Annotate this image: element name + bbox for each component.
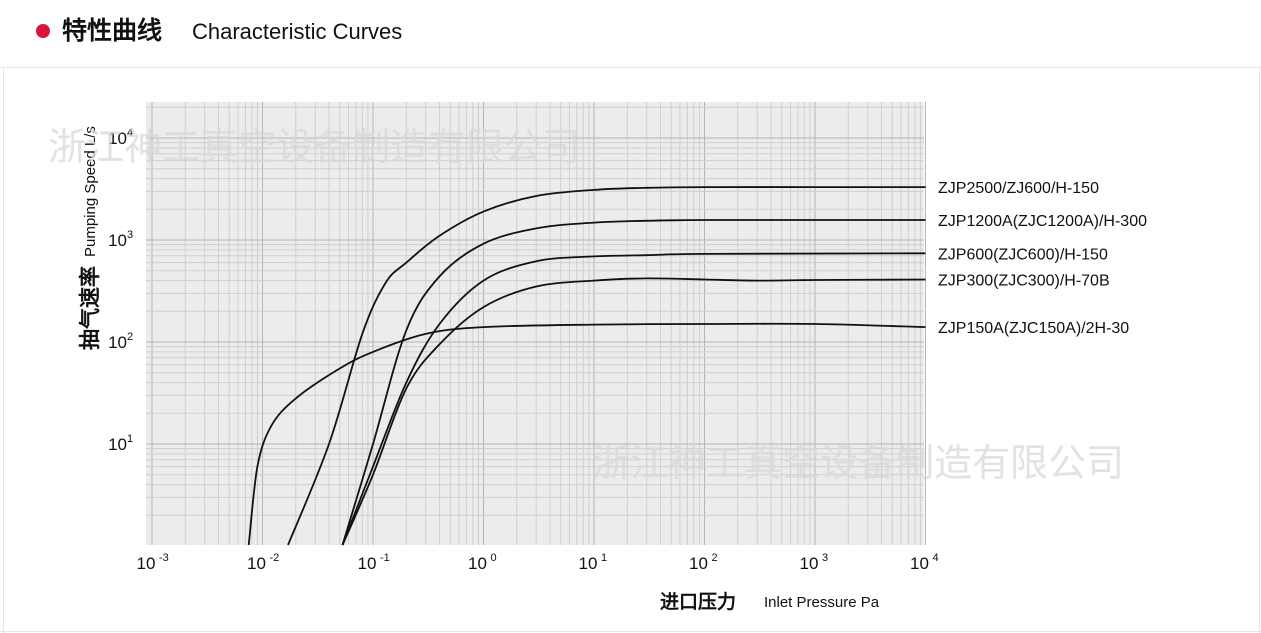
x-tick-label-0: 10: [137, 554, 156, 573]
series-line-5: [247, 322, 926, 546]
frame-right-border: [1259, 68, 1260, 633]
series-line-3: [341, 252, 926, 546]
y-tick-exponent-2: 3: [127, 229, 133, 241]
frame-bottom-border: [0, 631, 1261, 632]
x-tick-label-7: 10: [910, 554, 929, 573]
series-label-2: ZJP1200A(ZJC1200A)/H-300: [938, 213, 1147, 230]
section-title-cn: 特性曲线: [62, 16, 163, 45]
y-tick-exponent-0: 1: [127, 433, 133, 445]
x-tick-label-1: 10: [247, 554, 266, 573]
x-tick-exponent-7: 4: [933, 552, 939, 564]
x-tick-label-5: 10: [689, 554, 708, 573]
curves-group: [247, 186, 926, 546]
x-tick-label-3: 10: [468, 554, 487, 573]
y-axis-label-en: Pumping Speed L/s: [82, 126, 99, 257]
section-title-en: Characteristic Curves: [192, 19, 403, 44]
bullet-dot-icon: [36, 24, 50, 38]
x-tick-label-2: 10: [358, 554, 377, 573]
y-tick-label-2: 10: [108, 231, 127, 250]
series-labels: ZJP2500/ZJ600/H-150 ZJP1200A(ZJC1200A)/H-…: [938, 180, 1147, 337]
series-label-1: ZJP2500/ZJ600/H-150: [938, 180, 1099, 197]
series-label-4: ZJP300(ZJC300)/H-70B: [938, 273, 1110, 290]
x-tick-exponent-3: 0: [491, 552, 497, 564]
x-tick-label-4: 10: [579, 554, 598, 573]
y-tick-exponent-3: 4: [127, 127, 133, 139]
x-tick-exponent-5: 2: [712, 552, 718, 564]
y-axis-label-cn: 抽气速率: [78, 266, 102, 350]
series-label-3: ZJP600(ZJC600)/H-150: [938, 246, 1108, 263]
frame-left-border: [3, 68, 4, 633]
series-line-2: [341, 219, 926, 546]
series-label-5: ZJP150A(ZJC150A)/2H-30: [938, 320, 1129, 337]
section-header: 特性曲线 Characteristic Curves: [0, 0, 1261, 68]
x-tick-exponent-1: -2: [270, 552, 280, 564]
watermark-bottom: 浙江神工真空设备制造有限公司: [592, 441, 1124, 485]
x-axis-label-en: Inlet Pressure Pa: [764, 594, 880, 611]
y-tick-label-3: 10: [108, 129, 127, 148]
series-line-4: [341, 277, 926, 546]
x-tick-labels: 10 -3 10 -2 10 -1 10 0 10 1 10 2 10 3 10 4: [137, 552, 939, 573]
y-tick-label-0: 10: [108, 435, 127, 454]
x-tick-label-6: 10: [800, 554, 819, 573]
y-tick-exponent-1: 2: [127, 331, 133, 343]
x-axis-label-cn: 进口压力: [660, 590, 736, 613]
grid-lines: [146, 102, 926, 545]
x-tick-exponent-4: 1: [601, 552, 607, 564]
y-tick-label-1: 10: [108, 333, 127, 352]
x-tick-exponent-0: -3: [159, 552, 169, 564]
x-tick-exponent-2: -1: [380, 552, 390, 564]
watermark-top: 浙江神工真空设备制造有限公司: [48, 125, 580, 169]
x-tick-exponent-6: 3: [822, 552, 828, 564]
